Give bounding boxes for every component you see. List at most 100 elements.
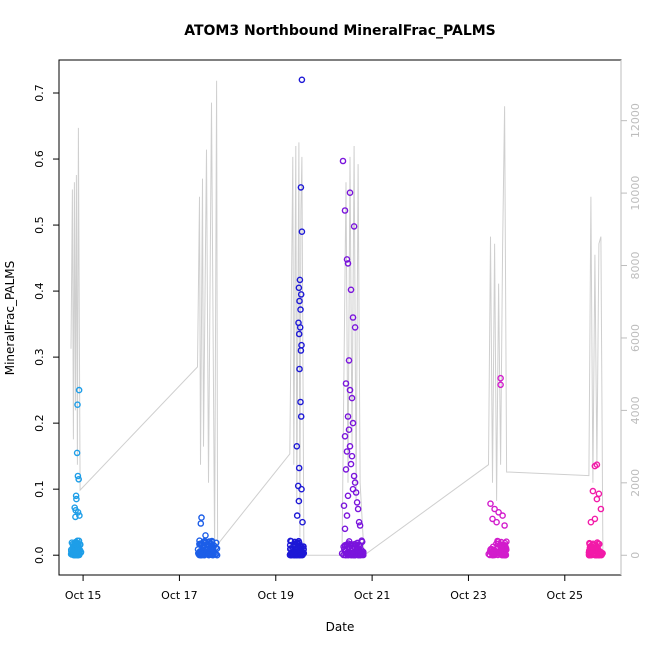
data-point [497, 374, 504, 382]
data-point [297, 291, 305, 298]
data-point [197, 551, 205, 559]
data-point [296, 365, 303, 373]
x-tick-label: Oct 21 [354, 589, 391, 602]
data-point [74, 508, 82, 516]
data-point [342, 551, 350, 559]
data-point [497, 381, 504, 389]
y-tick-label: 0.1 [33, 480, 46, 498]
data-point [344, 260, 352, 267]
x-tick-label: Oct 17 [161, 589, 198, 602]
points-layer [67, 76, 606, 559]
data-point [73, 449, 81, 457]
data-point [340, 502, 348, 510]
data-point [587, 518, 595, 526]
data-point [591, 462, 599, 470]
data-point [343, 256, 351, 263]
altitude-layer [70, 80, 604, 557]
data-point [297, 184, 305, 191]
data-point [352, 489, 360, 496]
data-point [345, 426, 353, 434]
x-tick-label: Oct 25 [547, 589, 584, 602]
data-point [198, 514, 205, 521]
data-point [205, 551, 213, 559]
data-point [346, 189, 354, 196]
data-point [299, 518, 306, 526]
y-tick-label: 0.0 [33, 546, 46, 564]
y-tick-label: 0.5 [33, 216, 46, 234]
flight-series-2 [194, 514, 221, 559]
data-point [491, 505, 498, 513]
data-point [501, 551, 508, 559]
data-point [350, 472, 358, 480]
data-point [299, 543, 307, 551]
flight-series-1 [67, 386, 85, 559]
data-point [348, 452, 356, 460]
x-tick-label: Oct 15 [65, 589, 102, 602]
data-point [296, 324, 304, 331]
y-tick-label: 0.3 [33, 348, 46, 366]
y2-tick-label: 0 [629, 552, 642, 559]
data-point [197, 520, 205, 527]
data-point [349, 419, 357, 427]
data-point [356, 522, 364, 529]
data-point [199, 543, 206, 551]
data-point [342, 466, 350, 473]
data-point [501, 544, 508, 552]
data-point [353, 541, 361, 549]
data-point [353, 499, 361, 506]
data-point [294, 541, 302, 548]
data-point [339, 157, 347, 165]
y2-tick-label: 10000 [629, 176, 642, 211]
data-point [343, 448, 351, 455]
data-point [486, 551, 494, 559]
data-point [349, 314, 357, 321]
data-point [350, 223, 358, 230]
data-point [342, 380, 350, 387]
data-point [489, 551, 496, 559]
data-point [295, 497, 303, 505]
y2-tick-label: 4000 [629, 396, 642, 424]
data-point [76, 512, 83, 519]
data-point [75, 386, 83, 394]
x-tick-label: Oct 23 [450, 589, 487, 602]
data-point [294, 482, 302, 490]
data-point [74, 401, 81, 409]
data-point [497, 543, 505, 551]
data-point [345, 357, 353, 364]
data-point [341, 207, 349, 214]
data-point [588, 551, 595, 559]
data-point [196, 537, 203, 545]
data-point [71, 545, 78, 553]
y2-tick-label: 2000 [629, 469, 642, 497]
data-point [346, 442, 354, 450]
data-point [351, 479, 359, 486]
y-tick-label: 0.6 [33, 150, 46, 168]
y-axis-label: MineralFrac_PALMS [3, 261, 17, 376]
data-point [74, 549, 82, 557]
data-point [295, 284, 303, 292]
data-point [287, 551, 295, 558]
data-point [298, 228, 306, 235]
data-point [344, 540, 352, 547]
data-point [343, 512, 351, 519]
y2-tick-label: 8000 [629, 252, 642, 280]
data-point [344, 492, 352, 500]
data-point [209, 551, 217, 558]
flight-series-4 [338, 157, 367, 559]
data-point [296, 297, 303, 305]
data-point [499, 512, 506, 519]
data-point [298, 76, 306, 84]
data-point [355, 518, 363, 526]
data-point [298, 485, 305, 493]
data-point [347, 460, 355, 468]
data-point [495, 508, 502, 516]
data-point [295, 330, 303, 338]
data-point [487, 500, 494, 508]
data-point [595, 490, 603, 498]
data-point [358, 537, 366, 545]
data-point [355, 550, 363, 558]
y-tick-label: 0.7 [33, 84, 46, 102]
data-point [72, 513, 79, 521]
x-axis-label: Date [326, 620, 355, 634]
